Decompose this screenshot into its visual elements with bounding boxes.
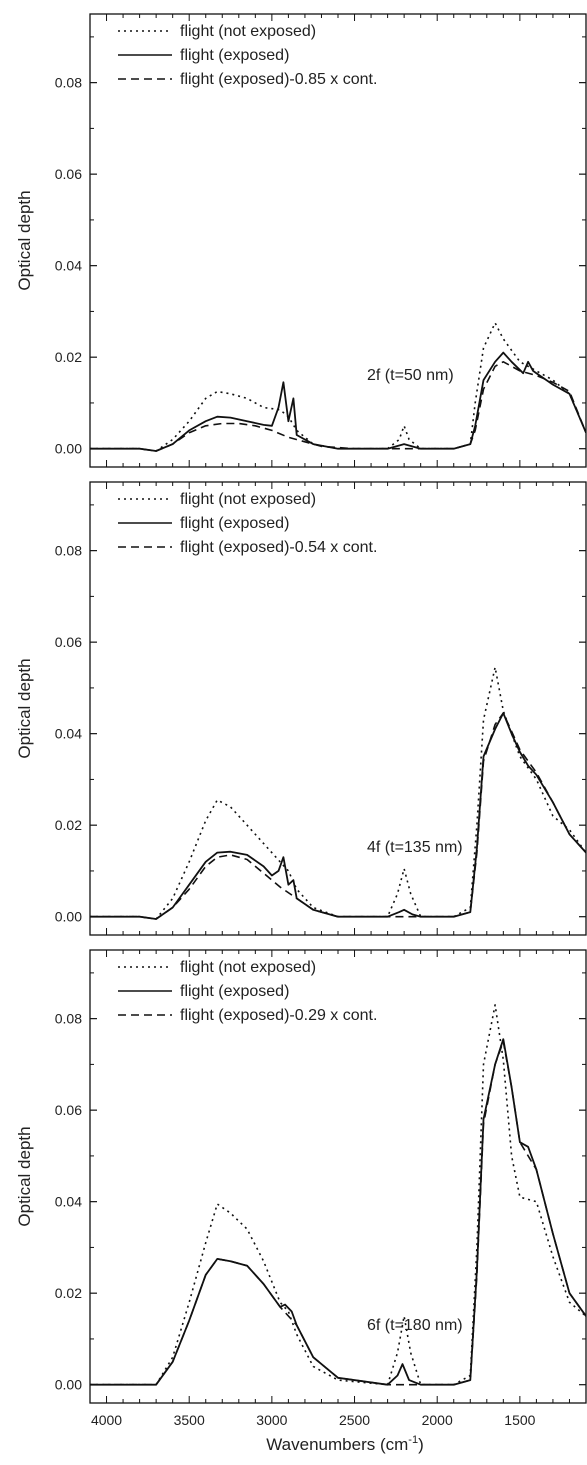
y-tick-label: 0.04 xyxy=(55,258,82,274)
panel-6f: 0.00 0.02 0.04 0.06 0.08 Optical depth flight … xyxy=(15,949,587,1404)
y-axis-label: Optical depth xyxy=(15,190,34,290)
series-line-dotted xyxy=(90,666,586,920)
x-axis-label: Wavenumbers (cm-1) xyxy=(266,1434,423,1454)
legend-entry: flight (not exposed) xyxy=(180,491,316,508)
x-tick-label: 2500 xyxy=(339,1412,370,1428)
series-line-solid xyxy=(90,351,586,452)
series-line-dashed xyxy=(90,1040,586,1386)
legend: flight (not exposed) flight (exposed) flig… xyxy=(118,23,377,88)
legend-entry: flight (exposed) xyxy=(180,47,289,64)
panels: 0.00 0.02 0.04 0.06 0.08 Optical depth flight … xyxy=(15,13,587,1404)
y-tick-label: 0.00 xyxy=(55,909,82,925)
legend-entry: flight (exposed)-0.54 x cont. xyxy=(180,539,377,556)
series-line-dashed xyxy=(90,361,586,452)
x-tick-label: 4000 xyxy=(91,1412,122,1428)
panel-annotation: 6f (t=180 nm) xyxy=(367,1317,463,1334)
y-tick-label: 0.08 xyxy=(55,75,82,91)
series-line-dashed xyxy=(90,712,586,920)
x-tick-label: 3000 xyxy=(256,1412,287,1428)
legend-entry: flight (not exposed) xyxy=(180,959,316,976)
panel-2f: 0.00 0.02 0.04 0.06 0.08 Optical depth flight … xyxy=(15,13,587,468)
y-tick-label: 0.02 xyxy=(55,349,82,365)
x-axis-tick-labels: 4000 3500 3000 2500 2000 1500 xyxy=(91,1412,536,1428)
x-tick-label: 1500 xyxy=(504,1412,535,1428)
panel-4f: 0.00 0.02 0.04 0.06 0.08 Optical depth flight … xyxy=(15,481,587,936)
panel-annotation: 2f (t=50 nm) xyxy=(367,367,454,384)
x-axis-label-superscript: -1 xyxy=(408,1434,418,1446)
series-group xyxy=(90,322,586,452)
legend-entry: flight (exposed) xyxy=(180,983,289,1000)
y-tick-label: 0.00 xyxy=(55,1377,82,1393)
y-axis-label: Optical depth xyxy=(15,1126,34,1226)
series-line-solid xyxy=(90,712,586,920)
legend-entry: flight (not exposed) xyxy=(180,23,316,40)
y-tick-label: 0.08 xyxy=(55,1011,82,1027)
legend-entry: flight (exposed) xyxy=(180,515,289,532)
y-axis-label: Optical depth xyxy=(15,658,34,758)
y-tick-label: 0.00 xyxy=(55,441,82,457)
legend: flight (not exposed) flight (exposed) flig… xyxy=(118,959,377,1024)
legend-entry: flight (exposed)-0.85 x cont. xyxy=(180,71,377,88)
y-tick-label: 0.04 xyxy=(55,726,82,742)
x-tick-label: 2000 xyxy=(422,1412,453,1428)
panel-annotation: 4f (t=135 nm) xyxy=(367,839,463,856)
y-tick-label: 0.02 xyxy=(55,817,82,833)
y-tick-label: 0.02 xyxy=(55,1285,82,1301)
series-group xyxy=(90,1004,586,1386)
y-tick-label: 0.06 xyxy=(55,166,82,182)
legend-entry: flight (exposed)-0.29 x cont. xyxy=(180,1007,377,1024)
legend: flight (not exposed) flight (exposed) flig… xyxy=(118,491,377,556)
x-tick-label: 3500 xyxy=(174,1412,205,1428)
y-tick-label: 0.06 xyxy=(55,634,82,650)
series-line-dotted xyxy=(90,1004,586,1386)
y-tick-label: 0.04 xyxy=(55,1194,82,1210)
series-line-solid xyxy=(90,1038,586,1386)
series-line-dotted xyxy=(90,322,586,452)
series-group xyxy=(90,666,586,920)
y-tick-label: 0.06 xyxy=(55,1102,82,1118)
y-tick-label: 0.08 xyxy=(55,543,82,559)
